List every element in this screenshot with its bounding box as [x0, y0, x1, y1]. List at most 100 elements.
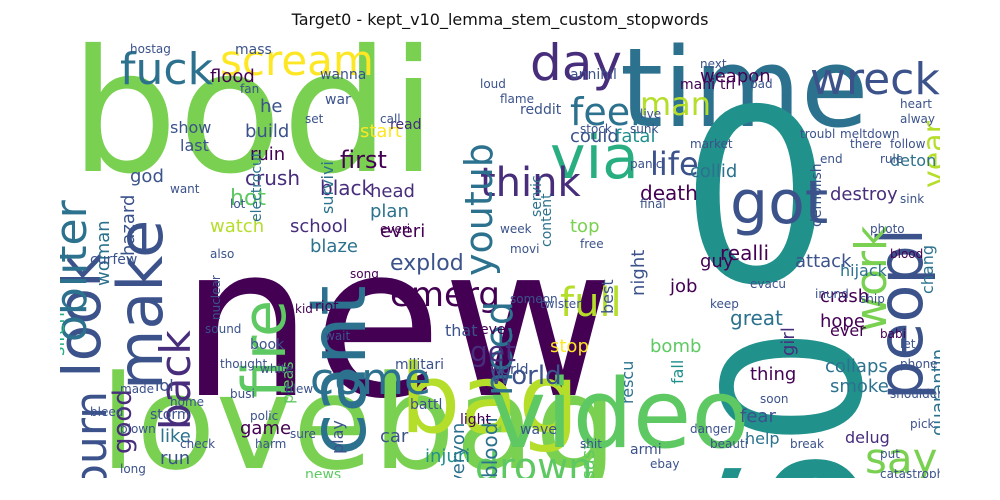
- cloud-word: market: [690, 137, 733, 151]
- cloud-word: storm: [150, 407, 191, 423]
- cloud-word: read: [390, 117, 422, 133]
- cloud-word: hazard: [118, 194, 139, 256]
- cloud-word: war: [325, 92, 351, 108]
- cloud-word: black: [320, 176, 374, 200]
- word-cloud: new bodi time lovebag bag 60 0 video look make fir…: [60, 38, 940, 478]
- cloud-word: keep: [710, 297, 739, 311]
- cloud-word: hijack: [840, 261, 887, 280]
- cloud-word: siren: [60, 312, 69, 356]
- cloud-word: feel: [570, 90, 641, 134]
- cloud-word: run: [160, 448, 191, 469]
- cloud-word: catastroph: [880, 467, 940, 478]
- cloud-word: sunk: [630, 122, 659, 136]
- cloud-word: think: [480, 160, 581, 206]
- cloud-word: busi: [230, 387, 255, 401]
- cloud-word: pick: [910, 417, 935, 431]
- cloud-word: beauti: [710, 437, 748, 451]
- cloud-word: follow: [890, 137, 926, 151]
- cloud-word: thought: [220, 357, 268, 371]
- cloud-word: fan: [240, 82, 260, 96]
- cloud-word: rescu: [618, 360, 637, 404]
- cloud-word: youtub: [457, 143, 501, 276]
- cloud-word: break: [790, 437, 824, 451]
- cloud-word: free: [580, 237, 604, 251]
- cloud-word: say: [865, 434, 938, 479]
- cloud-word: blaze: [310, 236, 358, 257]
- cloud-word: wanna: [320, 67, 367, 83]
- cloud-word: get: [470, 335, 516, 368]
- cloud-word: injuri: [425, 446, 471, 467]
- cloud-word: final: [640, 197, 666, 211]
- cloud-word: blood: [890, 247, 924, 261]
- cloud-word: even: [480, 322, 515, 338]
- cloud-word: shoulder: [890, 387, 940, 401]
- cloud-word: there: [850, 137, 882, 151]
- cloud-word: soon: [760, 392, 789, 406]
- cloud-word: like: [160, 426, 191, 447]
- cloud-word: ebay: [650, 457, 680, 471]
- cloud-word: crush: [245, 166, 300, 190]
- cloud-word: game: [240, 418, 292, 439]
- cloud-word: news: [305, 467, 342, 478]
- cloud-word: watch: [210, 216, 265, 237]
- cloud-word: battl: [410, 397, 443, 413]
- cloud-word: night: [628, 249, 649, 296]
- cloud-word: nuclear: [209, 275, 223, 320]
- cloud-word: annihil: [570, 67, 617, 83]
- cloud-word: deton: [890, 151, 937, 170]
- cloud-word: white: [260, 362, 293, 376]
- cloud-word: top: [570, 216, 600, 237]
- cloud-word: set: [305, 112, 324, 126]
- cloud-word: long: [120, 462, 146, 476]
- cloud-word: 0: [680, 58, 833, 338]
- cloud-word: weapon: [700, 66, 771, 87]
- cloud-word: crash: [820, 286, 870, 307]
- cloud-word: play: [328, 420, 347, 454]
- cloud-word: sound: [205, 322, 242, 336]
- cloud-word: that: [445, 321, 478, 340]
- cloud-word: scream: [220, 38, 374, 85]
- cloud-word: survivi: [318, 161, 337, 214]
- chart-title: Target0 - kept_v10_lemma_stem_custom_sto…: [291, 10, 709, 29]
- cloud-word: world: [490, 361, 562, 391]
- cloud-word: sink: [900, 192, 925, 206]
- cloud-word: collaps: [825, 356, 888, 377]
- cloud-word: realli: [720, 241, 770, 265]
- cloud-word: come: [310, 354, 432, 405]
- cloud-word: ruin: [250, 144, 286, 165]
- cloud-word: ship: [860, 292, 885, 306]
- cloud-word: death: [640, 181, 698, 205]
- cloud-word: lovebag: [100, 347, 618, 478]
- cloud-word: thing: [750, 364, 797, 385]
- cloud-word: photo: [870, 222, 905, 236]
- cloud-word: fall: [668, 359, 687, 384]
- cloud-word: loud: [480, 77, 506, 91]
- cloud-word: great: [730, 306, 783, 330]
- cloud-word: panic: [630, 157, 663, 171]
- cloud-word: hostag: [130, 42, 171, 56]
- cloud-word: check: [180, 437, 216, 451]
- cloud-word: destroy: [830, 184, 898, 205]
- cloud-word: troubl: [800, 127, 836, 141]
- cloud-word: emerg: [390, 275, 500, 315]
- cloud-word: danger: [690, 422, 733, 436]
- cloud-word: last: [180, 136, 209, 155]
- cloud-word: bag: [400, 345, 579, 455]
- cloud-word: new: [180, 200, 615, 445]
- cloud-word: phone: [900, 357, 938, 371]
- cloud-word: build: [245, 121, 290, 142]
- cloud-word: best: [598, 279, 617, 314]
- cloud-word: attack: [795, 251, 852, 272]
- cloud-word: movi: [510, 242, 540, 256]
- cloud-word: live: [640, 107, 662, 121]
- cloud-word: mass: [235, 42, 272, 58]
- cloud-word: explod: [390, 251, 464, 276]
- cloud-word: god: [130, 166, 164, 187]
- cloud-word: bomb: [650, 336, 702, 357]
- cloud-word: curfew: [90, 252, 138, 268]
- cloud-word: armi: [630, 442, 662, 458]
- cloud-word: girl: [778, 327, 799, 356]
- cloud-word: bleed: [90, 405, 124, 419]
- cloud-word: blew: [285, 382, 314, 396]
- cloud-word: plan: [370, 201, 409, 222]
